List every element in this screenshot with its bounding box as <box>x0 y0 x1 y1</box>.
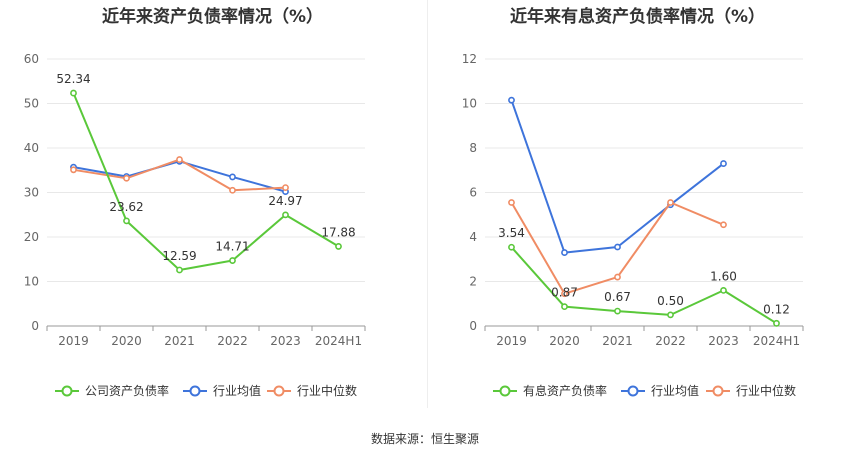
data-point <box>123 217 130 225</box>
data-point <box>229 257 236 264</box>
legend-marker <box>712 385 724 397</box>
y-tick-label: 30 <box>24 186 39 200</box>
data-point <box>508 96 515 104</box>
legend-marker <box>499 385 511 397</box>
data-point <box>667 311 674 319</box>
x-tick-label: 2021 <box>602 334 633 348</box>
x-tick-label: 2022 <box>217 334 248 348</box>
data-label: 24.97 <box>268 194 302 208</box>
y-tick-label: 0 <box>31 319 39 333</box>
panel-divider <box>427 0 428 408</box>
data-label: 3.54 <box>498 226 525 240</box>
y-tick-label: 60 <box>24 52 39 66</box>
legend-label: 行业均值 <box>651 383 699 398</box>
data-point <box>229 173 236 181</box>
legend-marker <box>61 385 73 397</box>
legend-marker <box>273 385 285 397</box>
data-point <box>773 319 780 327</box>
series-line <box>510 99 725 254</box>
y-tick-label: 12 <box>462 52 477 66</box>
legend-label: 行业均值 <box>213 383 261 398</box>
interest-debt-ratio-chart: 0 2 4 6 8 10 12 2019 2020 2021 2022 2023 2024H1 3.54 0… <box>462 52 804 398</box>
x-tick-label: 2020 <box>111 334 142 348</box>
x-tick-label: 2021 <box>164 334 195 348</box>
data-point <box>614 273 621 281</box>
chart-title-left: 近年来资产负债率情况（%） <box>101 7 324 27</box>
chart-title-right: 近年来有息资产负债率情况（%） <box>509 7 766 27</box>
legend-marker <box>189 385 201 397</box>
data-point <box>508 243 515 251</box>
y-tick-label: 0 <box>469 319 477 333</box>
data-point <box>720 221 727 229</box>
data-label: 12.59 <box>162 249 196 263</box>
data-point <box>335 243 342 250</box>
x-tick-label: 2020 <box>549 334 580 348</box>
data-label: 0.12 <box>763 302 790 316</box>
y-tick-label: 8 <box>469 141 477 155</box>
data-source: 数据来源：恒生聚源 <box>370 432 479 446</box>
legend-label: 行业中位数 <box>297 383 357 398</box>
data-label: 0.67 <box>604 290 631 304</box>
y-tick-label: 40 <box>24 141 39 155</box>
y-tick-label: 50 <box>24 97 39 111</box>
y-tick-label: 10 <box>24 275 39 289</box>
data-label: 0.87 <box>551 286 578 300</box>
data-point <box>229 186 236 194</box>
y-tick-label: 10 <box>462 97 477 111</box>
y-tick-label: 6 <box>469 186 477 200</box>
data-point <box>508 199 515 206</box>
data-label: 52.34 <box>56 72 90 86</box>
data-label: 23.62 <box>109 200 143 214</box>
data-point <box>70 166 77 174</box>
series-line <box>72 92 340 271</box>
data-label: 0.50 <box>657 294 684 308</box>
data-label: 14.71 <box>215 240 249 254</box>
x-tick-label: 2019 <box>496 334 527 348</box>
x-tick-label: 2023 <box>270 334 301 348</box>
data-point <box>123 174 130 182</box>
debt-ratio-chart: 0 10 20 30 40 50 60 2019 2020 2021 2022 2023 2024H1 5… <box>24 52 366 398</box>
x-tick-label: 2024H1 <box>315 334 362 348</box>
data-point <box>614 307 621 315</box>
data-label: 1.60 <box>710 269 737 283</box>
x-tick-label: 2022 <box>655 334 686 348</box>
data-point <box>561 249 568 256</box>
x-tick-label: 2019 <box>58 334 89 348</box>
data-label: 17.88 <box>321 225 355 239</box>
data-point <box>282 184 289 192</box>
data-point <box>561 303 568 311</box>
legend-marker <box>627 385 639 397</box>
legend-label: 行业中位数 <box>736 383 796 398</box>
data-point <box>614 243 621 251</box>
y-tick-label: 2 <box>469 275 477 289</box>
legend-label: 有息资产负债率 <box>523 383 607 398</box>
data-point <box>70 89 77 97</box>
data-point <box>720 286 727 294</box>
y-tick-label: 20 <box>24 230 39 244</box>
x-tick-label: 2023 <box>708 334 739 348</box>
data-point <box>561 290 568 298</box>
x-tick-label: 2024H1 <box>753 334 800 348</box>
data-point <box>720 160 727 167</box>
legend-label: 公司资产负债率 <box>85 383 169 398</box>
data-point <box>667 199 674 206</box>
y-tick-label: 4 <box>469 230 477 244</box>
data-point <box>176 156 183 163</box>
series-line <box>510 246 778 325</box>
data-point <box>282 211 289 219</box>
data-point <box>176 266 183 274</box>
